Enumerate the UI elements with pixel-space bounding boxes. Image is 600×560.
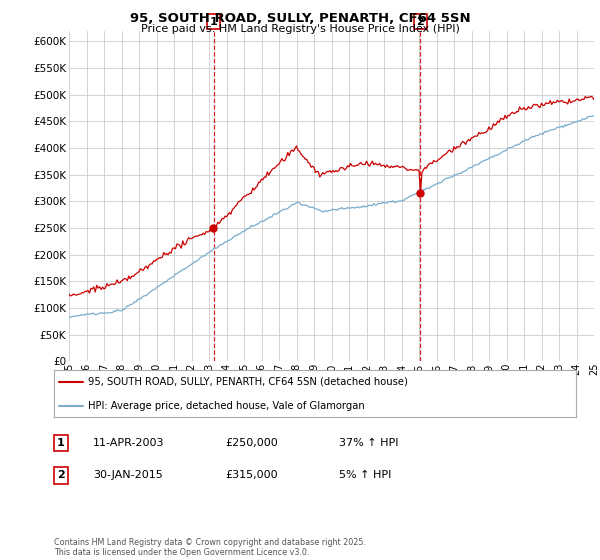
Text: 5% ↑ HPI: 5% ↑ HPI: [339, 470, 391, 480]
Text: Price paid vs. HM Land Registry's House Price Index (HPI): Price paid vs. HM Land Registry's House …: [140, 24, 460, 34]
Text: 1: 1: [57, 438, 65, 448]
Text: 95, SOUTH ROAD, SULLY, PENARTH, CF64 5SN (detached house): 95, SOUTH ROAD, SULLY, PENARTH, CF64 5SN…: [88, 377, 408, 387]
Text: 37% ↑ HPI: 37% ↑ HPI: [339, 438, 398, 448]
Text: 95, SOUTH ROAD, SULLY, PENARTH, CF64 5SN: 95, SOUTH ROAD, SULLY, PENARTH, CF64 5SN: [130, 12, 470, 25]
Text: £315,000: £315,000: [225, 470, 278, 480]
Text: 1: 1: [210, 17, 218, 27]
Text: 2: 2: [416, 17, 424, 27]
Text: 11-APR-2003: 11-APR-2003: [93, 438, 164, 448]
Text: 30-JAN-2015: 30-JAN-2015: [93, 470, 163, 480]
Text: 2: 2: [57, 470, 65, 480]
Text: HPI: Average price, detached house, Vale of Glamorgan: HPI: Average price, detached house, Vale…: [88, 401, 365, 411]
Text: Contains HM Land Registry data © Crown copyright and database right 2025.
This d: Contains HM Land Registry data © Crown c…: [54, 538, 366, 557]
Text: £250,000: £250,000: [225, 438, 278, 448]
